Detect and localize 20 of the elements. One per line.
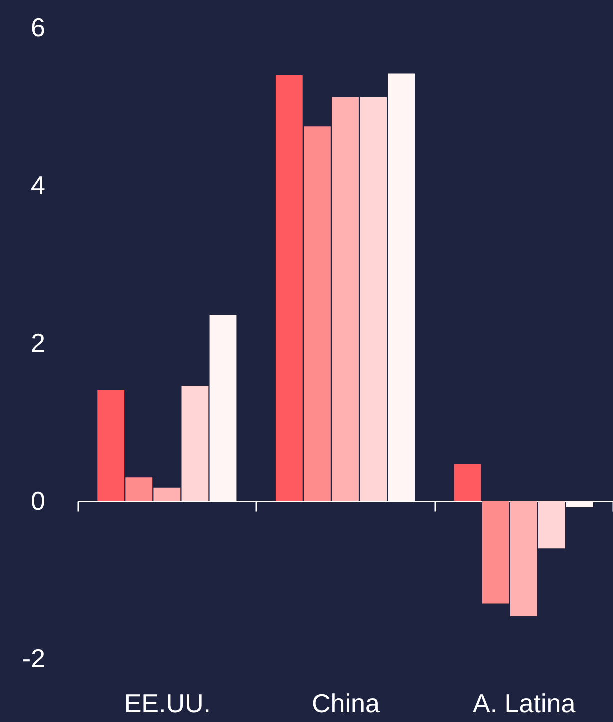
y-tick-label: 0 [31,486,46,516]
y-tick-label: 6 [31,12,46,42]
bar [482,501,510,604]
bar [182,386,209,502]
x-tick-label: EE.UU. [124,688,212,718]
y-tick-label: -2 [22,644,46,674]
bar [454,464,482,502]
bar [276,75,303,502]
x-tick-label: China [312,688,381,718]
bar [154,488,181,502]
bar [332,97,359,502]
bar [98,390,125,502]
bar [510,501,538,616]
bar [304,126,331,502]
bar [126,478,153,502]
y-tick-label: 2 [31,328,46,358]
bar [360,97,387,502]
bar [538,501,566,549]
y-tick-label: 4 [31,170,46,200]
x-tick-label: A. Latina [473,688,576,718]
